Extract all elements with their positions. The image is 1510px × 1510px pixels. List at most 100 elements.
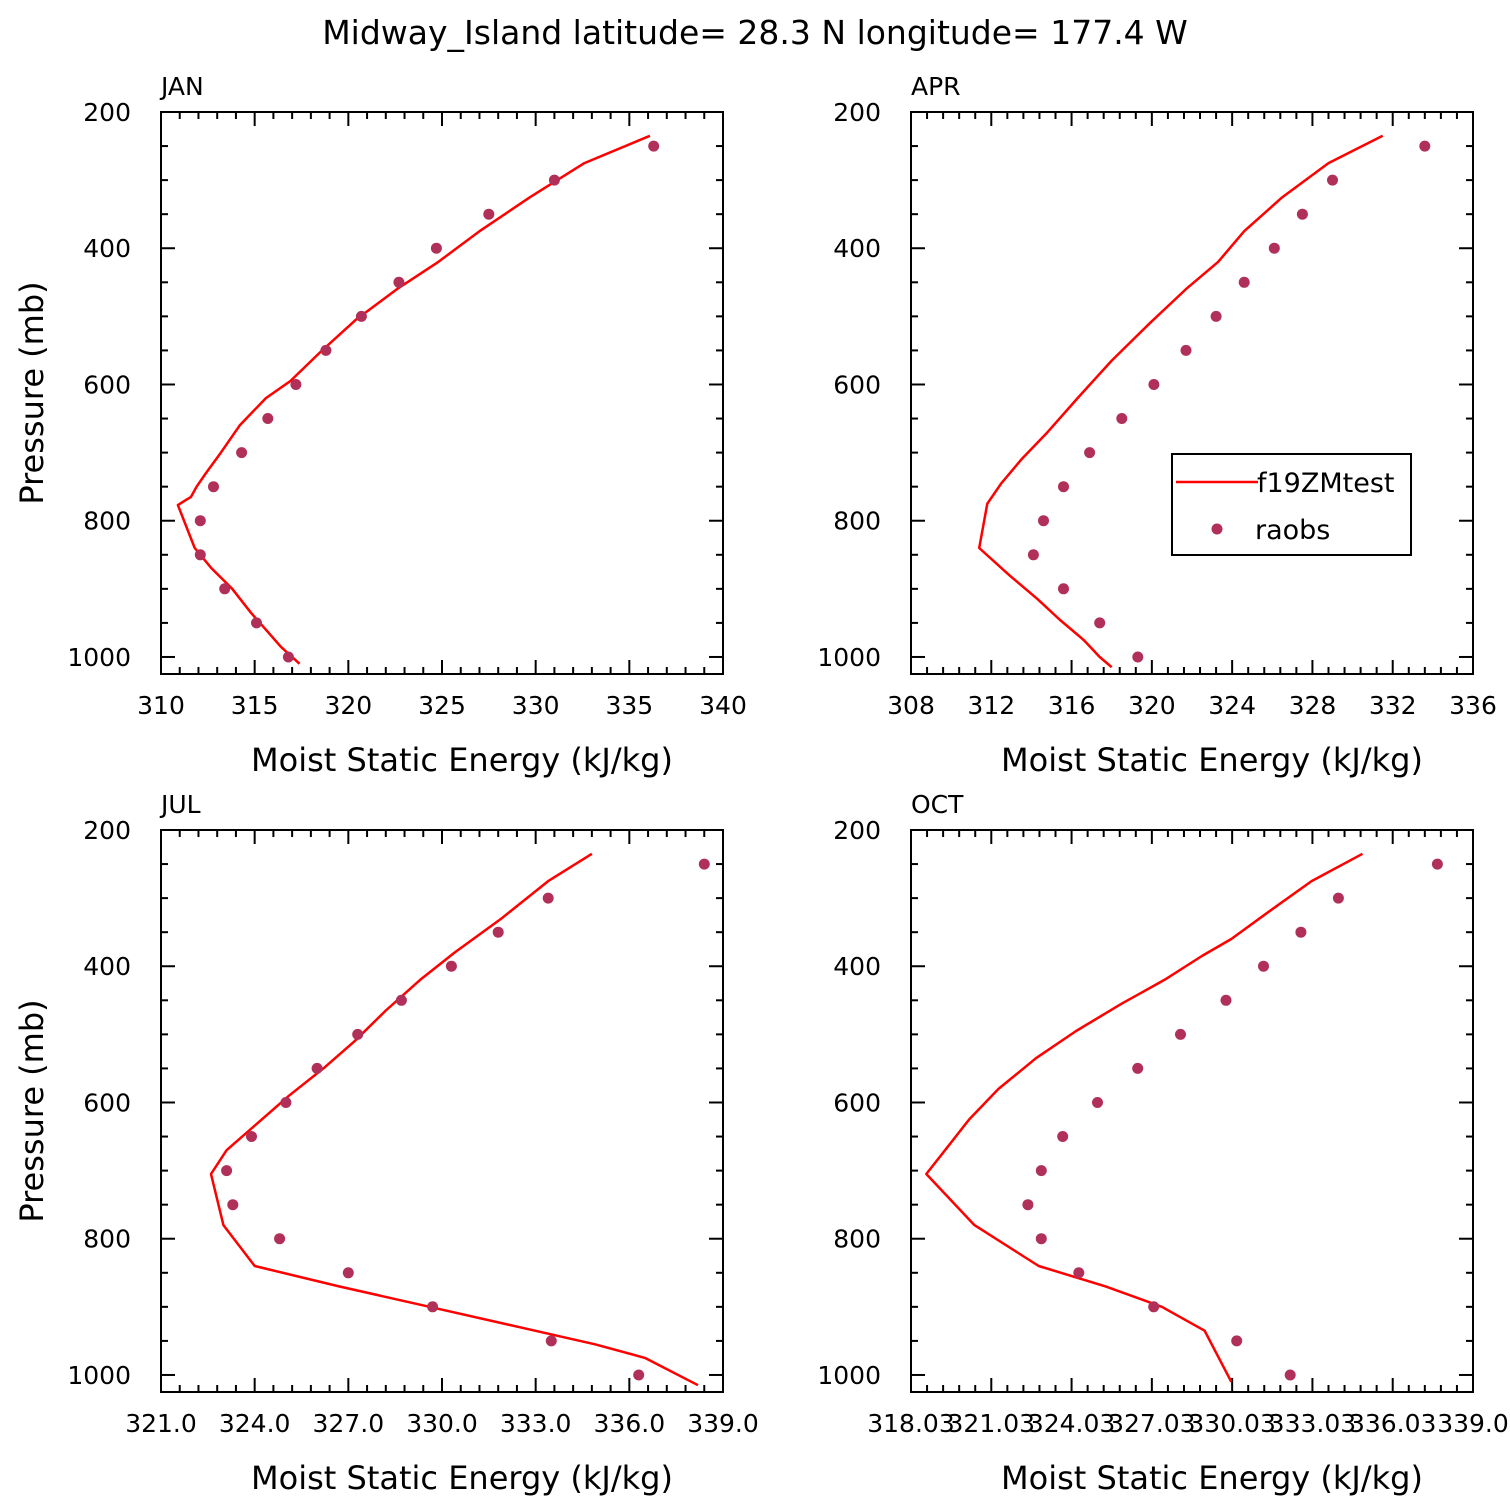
series-line-f19ZMtest bbox=[925, 852, 1364, 1383]
legend-box bbox=[1171, 453, 1412, 556]
x-tick-label: 312 bbox=[967, 691, 1015, 720]
series-point-raobs bbox=[545, 1335, 557, 1347]
series-point-raobs bbox=[274, 1233, 286, 1245]
panels: JAN 310 315 320 325 330 335 340 200 400 600 800 1000… bbox=[13, 72, 1509, 1497]
series-point-raobs bbox=[1180, 344, 1192, 356]
series-point-raobs bbox=[342, 1267, 354, 1279]
x-axis-label: Moist Static Energy (kJ/kg) bbox=[1001, 1459, 1423, 1497]
x-tick-label: 324.0 bbox=[219, 1409, 291, 1438]
series-point-raobs bbox=[227, 1199, 239, 1211]
x-tick-label: 327.03 bbox=[1108, 1409, 1195, 1438]
series-point-raobs bbox=[1419, 140, 1431, 152]
series-point-raobs bbox=[1073, 1267, 1085, 1279]
series-point-raobs bbox=[236, 447, 248, 459]
series-point-raobs bbox=[1027, 549, 1039, 561]
series-point-raobs bbox=[262, 413, 274, 424]
series-point-raobs bbox=[1148, 1301, 1160, 1313]
series-point-raobs bbox=[1296, 208, 1308, 220]
series-line-f19ZMtest bbox=[176, 134, 651, 665]
panel-oct: OCT318.03321.03324.03327.03330.03333.033… bbox=[817, 790, 1508, 1497]
series-point-raobs bbox=[698, 858, 710, 870]
y-tick-label: 800 bbox=[833, 1225, 881, 1254]
series-point-raobs bbox=[208, 481, 219, 493]
panel-jan: JAN 310 315 320 325 330 335 340 200 400 600 800 1000… bbox=[13, 72, 747, 779]
series-point-raobs bbox=[311, 1062, 323, 1074]
series-point-raobs bbox=[395, 994, 407, 1006]
panel-label: JUL bbox=[159, 790, 201, 819]
series-line-f19ZMtest bbox=[209, 852, 699, 1387]
x-tick-label: 336 bbox=[1449, 691, 1497, 720]
x-tick-label: 330.0 bbox=[406, 1409, 478, 1438]
x-tick-label: 324 bbox=[1208, 691, 1256, 720]
legend-label-obs: raobs bbox=[1255, 515, 1330, 546]
y-tick-label: 400 bbox=[83, 234, 131, 263]
series-point-raobs bbox=[483, 208, 495, 220]
series-point-raobs bbox=[355, 310, 367, 322]
y-tick-label: 800 bbox=[83, 1225, 131, 1254]
y-tick-label: 1000 bbox=[67, 643, 131, 672]
y-tick-label: 200 bbox=[833, 816, 881, 845]
series-point-raobs bbox=[542, 892, 554, 904]
series-point-raobs bbox=[1295, 926, 1307, 938]
panel-label: OCT bbox=[911, 790, 964, 819]
x-tick-label: 339.0 bbox=[1437, 1409, 1509, 1438]
series-point-raobs bbox=[1238, 276, 1250, 288]
x-tick-label: 316 bbox=[1048, 691, 1096, 720]
series-point-raobs bbox=[251, 617, 262, 629]
series-point-raobs bbox=[1092, 1097, 1103, 1108]
series-point-raobs bbox=[1220, 994, 1232, 1006]
series-point-raobs bbox=[1116, 413, 1128, 424]
x-tick-label: 333.03 bbox=[1269, 1409, 1356, 1438]
series-point-raobs bbox=[492, 926, 504, 938]
x-tick-label: 320 bbox=[1128, 691, 1176, 720]
series-point-raobs bbox=[194, 549, 206, 561]
x-tick-label: 321.03 bbox=[948, 1409, 1035, 1438]
series-point-raobs bbox=[290, 379, 302, 390]
x-tick-label: 328 bbox=[1289, 691, 1337, 720]
plot-frame bbox=[910, 111, 1474, 675]
series-point-raobs bbox=[282, 651, 294, 663]
x-tick-label: 325 bbox=[418, 691, 466, 720]
x-tick-label: 336.0 bbox=[594, 1409, 666, 1438]
series-point-raobs bbox=[633, 1369, 645, 1381]
y-tick-label: 1000 bbox=[817, 1361, 881, 1390]
x-tick-label: 330.03 bbox=[1188, 1409, 1275, 1438]
y-tick-label: 200 bbox=[833, 98, 881, 127]
series-point-raobs bbox=[221, 1165, 233, 1177]
x-tick-label: 308 bbox=[887, 691, 935, 720]
y-tick-label: 1000 bbox=[67, 1361, 131, 1390]
series-point-raobs bbox=[393, 276, 405, 288]
series-point-raobs bbox=[648, 140, 660, 152]
series-point-raobs bbox=[1175, 1028, 1186, 1040]
legend: f19ZMtest raobs bbox=[1171, 453, 1412, 556]
x-tick-label: 333.0 bbox=[500, 1409, 572, 1438]
x-tick-label: 330 bbox=[512, 691, 560, 720]
x-tick-label: 310 bbox=[137, 691, 185, 720]
series-point-raobs bbox=[1268, 242, 1280, 254]
y-tick-label: 200 bbox=[83, 816, 131, 845]
x-tick-label: 332 bbox=[1369, 691, 1417, 720]
figure-title: Midway_Island latitude= 28.3 N longitude… bbox=[322, 13, 1188, 52]
series-point-raobs bbox=[352, 1028, 364, 1040]
series-point-raobs bbox=[1231, 1335, 1243, 1347]
y-axis-label: Pressure (mb) bbox=[13, 999, 51, 1222]
y-tick-label: 600 bbox=[833, 370, 881, 399]
series-point-raobs bbox=[1258, 960, 1269, 972]
y-axis-label: Pressure (mb) bbox=[13, 281, 51, 504]
series-point-raobs bbox=[1057, 1131, 1069, 1142]
plot-frame bbox=[160, 111, 724, 675]
series-point-raobs bbox=[430, 242, 442, 254]
panel-jul: JUL 321.0 324.0 327.0 330.0 333.0 336.0 339.0 20… bbox=[13, 790, 759, 1497]
x-axis-label: Moist Static Energy (kJ/kg) bbox=[251, 1459, 673, 1497]
series-point-raobs bbox=[1332, 892, 1344, 904]
y-tick-label: 600 bbox=[83, 1088, 131, 1117]
series-point-raobs bbox=[1210, 310, 1222, 322]
legend-label-model: f19ZMtest bbox=[1257, 468, 1395, 499]
series-point-raobs bbox=[1035, 1165, 1047, 1177]
plot-frame bbox=[160, 829, 724, 1393]
plot-frame bbox=[910, 829, 1474, 1393]
y-tick-label: 200 bbox=[83, 98, 131, 127]
series-point-raobs bbox=[246, 1131, 257, 1142]
series-point-raobs bbox=[320, 344, 332, 356]
x-tick-label: 321.0 bbox=[125, 1409, 197, 1438]
